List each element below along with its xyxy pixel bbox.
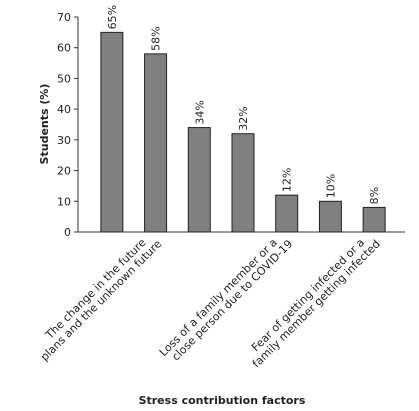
y-tick-label: 40: [57, 103, 71, 116]
y-axis-label: Students (%): [38, 84, 51, 165]
value-label: 12%: [281, 168, 294, 192]
y-tick-label: 60: [57, 42, 71, 55]
bar: [275, 194, 299, 233]
x-tick-label-line: The change in the future: [42, 236, 148, 342]
value-label: 8%: [368, 187, 381, 204]
bar: [231, 133, 255, 233]
bar: [362, 206, 386, 233]
y-tick-label: 10: [57, 195, 71, 208]
x-axis-label: Stress contribution factors: [139, 394, 306, 407]
y-tick-label: 70: [57, 11, 71, 24]
value-label: 58%: [150, 26, 163, 50]
y-tick-label: 50: [57, 72, 71, 85]
y-tick-label: 20: [57, 165, 71, 178]
bar: [100, 31, 124, 233]
value-label: 65%: [106, 5, 119, 29]
bar: [187, 127, 211, 233]
y-tick-label: 30: [57, 134, 71, 147]
bar: [144, 53, 168, 233]
value-label: 10%: [324, 174, 337, 198]
value-label: 32%: [237, 106, 250, 130]
value-label: 34%: [193, 100, 206, 124]
bar: [318, 200, 342, 233]
x-tick-label-line: plans and the unknown future: [38, 237, 164, 363]
y-tick-label: 0: [64, 226, 71, 239]
x-tick-label: The change in the futureplans and the un…: [30, 229, 165, 364]
